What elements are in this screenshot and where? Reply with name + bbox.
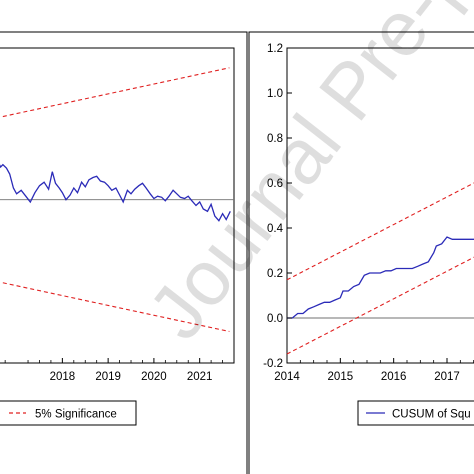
- left-x-tick-label: 2018: [50, 371, 76, 383]
- right-y-tick-label: 0.6: [267, 178, 283, 190]
- right-x-tick-label: 2016: [381, 371, 407, 383]
- right-upper-bound-line: [286, 182, 474, 281]
- left-lower-bound-line: [0, 281, 230, 333]
- right-y-tick-label: 1.2: [267, 43, 283, 55]
- left-x-tick-label: 2020: [141, 371, 167, 383]
- left-legend-box: [0, 400, 137, 426]
- left-plot-area: [0, 47, 235, 364]
- left-statistic-line: [0, 163, 231, 222]
- left-legend: 5% Significance: [0, 400, 137, 426]
- right-y-tick-label: 1.0: [267, 88, 283, 100]
- right-x-tick-label: 2015: [328, 371, 354, 383]
- left-upper-bound-line: [0, 67, 230, 118]
- right-y-tick-label: 0.4: [267, 223, 284, 235]
- right-legend: CUSUM of Squ: [357, 400, 474, 426]
- left-x-tick-label: 2021: [187, 371, 213, 383]
- right-legend-label: CUSUM of Squ: [392, 409, 471, 421]
- right-y-tick-label: 0.2: [267, 268, 283, 280]
- left-x-tick-label: 2019: [95, 371, 121, 383]
- right-x-tick-label: 2017: [434, 371, 460, 383]
- right-chart-marks: 2014 2015 2016 2017 -0.2 0.0 0.2 0.4 0.6 0.8 1.0 1.…: [263, 43, 474, 383]
- left-legend-label: 5% Significance: [35, 409, 117, 421]
- right-plot-area: [286, 47, 474, 364]
- right-lower-bound-line: [286, 256, 474, 355]
- right-y-tick-label: 0.8: [267, 133, 283, 145]
- left-panel-frame: [0, 31, 248, 474]
- left-chart-marks: 2018 2019 2020 2021: [0, 67, 235, 383]
- right-statistic-line: [287, 236, 474, 319]
- right-x-tick-label: 2014: [274, 371, 300, 383]
- right-y-tick-label: -0.2: [263, 358, 283, 370]
- right-y-tick-label: 0.0: [267, 313, 283, 325]
